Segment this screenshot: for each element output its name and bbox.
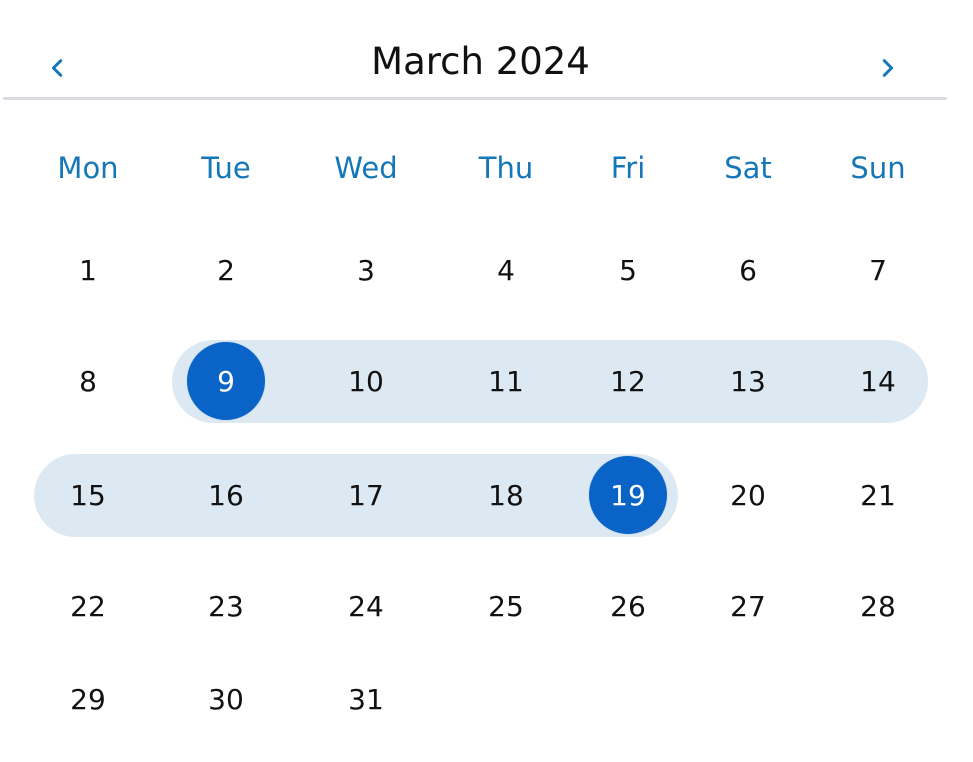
day-22[interactable]: 22 (70, 589, 106, 623)
weekday-sat: Sat (724, 151, 772, 185)
day-25[interactable]: 25 (488, 589, 524, 623)
day-9-selected[interactable]: 9 (186, 341, 266, 421)
day-18[interactable]: 18 (488, 478, 524, 512)
day-31[interactable]: 31 (348, 682, 384, 716)
selected-range-band (172, 340, 928, 423)
day-21[interactable]: 21 (860, 478, 896, 512)
day-13[interactable]: 13 (730, 364, 766, 398)
day-10[interactable]: 10 (348, 364, 384, 398)
weekday-mon: Mon (57, 151, 119, 185)
day-14[interactable]: 14 (860, 364, 896, 398)
weekday-tue: Tue (201, 151, 251, 185)
day-27[interactable]: 27 (730, 589, 766, 623)
day-29[interactable]: 29 (70, 682, 106, 716)
weekday-wed: Wed (334, 151, 398, 185)
day-3[interactable]: 3 (357, 253, 375, 287)
day-26[interactable]: 26 (610, 589, 646, 623)
day-23[interactable]: 23 (208, 589, 244, 623)
header-divider (3, 97, 947, 100)
day-7[interactable]: 7 (869, 253, 887, 287)
day-15[interactable]: 15 (70, 478, 106, 512)
day-6[interactable]: 6 (739, 253, 757, 287)
chevron-right-icon (882, 59, 894, 77)
day-8[interactable]: 8 (79, 364, 97, 398)
day-24[interactable]: 24 (348, 589, 384, 623)
next-month-button[interactable] (867, 48, 907, 88)
weekday-sun: Sun (850, 151, 906, 185)
day-11[interactable]: 11 (488, 364, 524, 398)
day-19-selected[interactable]: 19 (588, 455, 668, 535)
day-28[interactable]: 28 (860, 589, 896, 623)
weekday-fri: Fri (610, 151, 646, 185)
day-2[interactable]: 2 (217, 253, 235, 287)
day-17[interactable]: 17 (348, 478, 384, 512)
month-title: March 2024 (371, 40, 590, 83)
calendar-header: March 2024 (0, 0, 973, 100)
chevron-left-icon (51, 59, 63, 77)
day-16[interactable]: 16 (208, 478, 244, 512)
day-20[interactable]: 20 (730, 478, 766, 512)
day-5[interactable]: 5 (619, 253, 637, 287)
day-30[interactable]: 30 (208, 682, 244, 716)
previous-month-button[interactable] (38, 48, 78, 88)
selected-range-band (34, 454, 678, 537)
day-4[interactable]: 4 (497, 253, 515, 287)
weekday-thu: Thu (478, 151, 534, 185)
day-1[interactable]: 1 (79, 253, 97, 287)
day-12[interactable]: 12 (610, 364, 646, 398)
